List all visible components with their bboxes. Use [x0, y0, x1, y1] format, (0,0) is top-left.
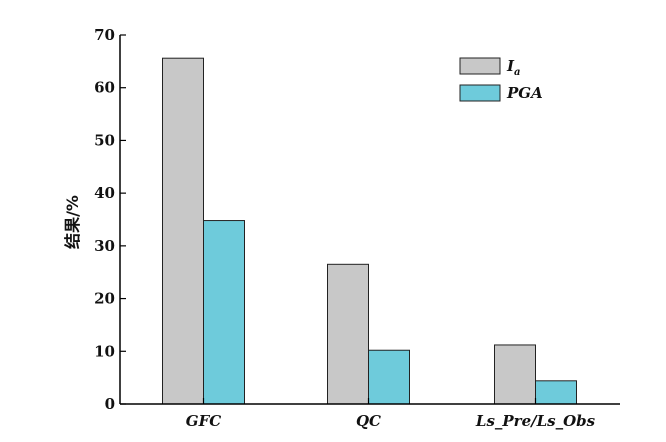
- y-tick-label-70: 70: [94, 26, 115, 44]
- y-tick-label-30: 30: [94, 237, 115, 255]
- y-tick-label-10: 10: [94, 342, 115, 360]
- bar-ia-0: [162, 57, 204, 405]
- x-tick-label-1: QC: [356, 412, 381, 430]
- bar-ia-1: [327, 263, 369, 405]
- bar-pga-2: [535, 380, 577, 405]
- bars-layer: [162, 57, 577, 405]
- y-tick-label-60: 60: [94, 79, 115, 97]
- bar-ia-2: [494, 344, 536, 405]
- legend-label-pga: PGA: [506, 84, 543, 102]
- bar-pga-0: [203, 220, 245, 405]
- y-tick-label-20: 20: [94, 290, 115, 308]
- legend-label-ia: Ia: [506, 57, 521, 78]
- bar-pga-1: [368, 349, 410, 405]
- legend-swatch-pga: [459, 84, 501, 102]
- y-tick-label-40: 40: [94, 184, 115, 202]
- y-tick-label-0: 0: [105, 395, 115, 413]
- x-tick-label-2: Ls_Pre/Ls_Obs: [475, 412, 596, 430]
- axes-layer: 0 10 20 30 40 50 60 70 GFC QC Ls_Pre/Ls_Obs: [94, 26, 620, 430]
- legend-swatch-ia: [459, 57, 501, 75]
- x-tick-label-0: GFC: [186, 412, 221, 430]
- y-tick-label-50: 50: [94, 131, 115, 149]
- legend: Ia PGA: [459, 57, 543, 102]
- y-axis-label: 结果/%: [63, 195, 82, 250]
